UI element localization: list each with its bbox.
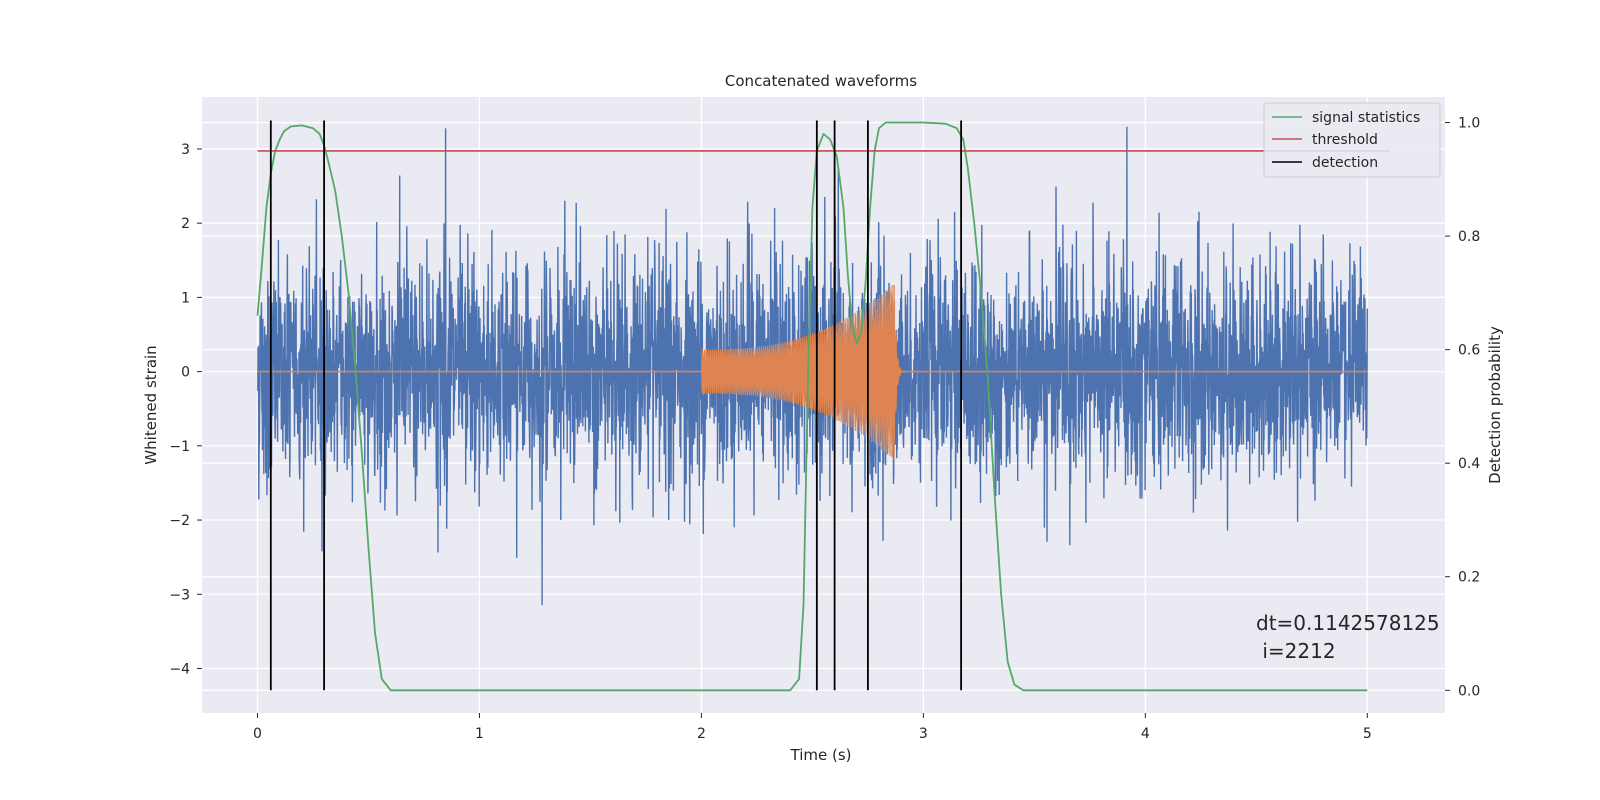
annotation-dt: dt=0.1142578125 xyxy=(1256,611,1440,635)
x-tick-label: 3 xyxy=(919,726,928,742)
axis-ticks: 0 1 2 3 4 5 3 2 1 0 −1 −2 −3 −4 1.0 0.8 0.6 0.4 0.2 0.0 xyxy=(169,116,1480,742)
legend: signal statistics threshold detection xyxy=(1263,102,1441,178)
legend-label: signal statistics xyxy=(1312,110,1420,126)
x-tick-label: 0 xyxy=(253,726,262,742)
y-left-tick-label: −3 xyxy=(169,587,190,603)
annotation-index: i=2212 xyxy=(1256,639,1336,663)
y-right-tick-label: 1.0 xyxy=(1458,116,1480,132)
y-right-tick-label: 0.6 xyxy=(1458,343,1480,359)
x-tick-label: 5 xyxy=(1363,726,1372,742)
chart-title: Concatenated waveforms xyxy=(725,72,917,90)
x-axis-label: Time (s) xyxy=(790,746,852,764)
y-axis-label-left: Whitened strain xyxy=(142,345,160,464)
y-right-tick-label: 0.8 xyxy=(1458,229,1480,245)
x-tick-label: 1 xyxy=(475,726,484,742)
y-right-tick-label: 0.2 xyxy=(1458,570,1480,586)
legend-label: detection xyxy=(1312,155,1378,171)
legend-entry: threshold xyxy=(1272,132,1378,148)
y-left-tick-label: 2 xyxy=(181,216,190,232)
legend-entry: detection xyxy=(1272,155,1378,171)
y-left-tick-label: −2 xyxy=(169,513,190,529)
y-left-tick-label: −4 xyxy=(169,661,190,677)
y-right-tick-label: 0.0 xyxy=(1458,683,1480,699)
x-tick-label: 4 xyxy=(1141,726,1150,742)
x-tick-label: 2 xyxy=(697,726,706,742)
y-right-tick-label: 0.4 xyxy=(1458,456,1480,472)
y-left-tick-label: −1 xyxy=(169,439,190,455)
y-left-tick-label: 0 xyxy=(181,365,190,381)
y-left-tick-label: 3 xyxy=(181,142,190,158)
legend-box xyxy=(1263,102,1441,178)
legend-label: threshold xyxy=(1312,132,1378,148)
signal-statistics-line xyxy=(256,121,1368,692)
y-left-tick-label: 1 xyxy=(181,290,190,306)
y-axis-label-right: Detection probability xyxy=(1486,326,1504,484)
signal-statistics-series xyxy=(256,121,1368,692)
detection-lines xyxy=(269,120,963,691)
legend-entry: signal statistics xyxy=(1272,110,1420,126)
